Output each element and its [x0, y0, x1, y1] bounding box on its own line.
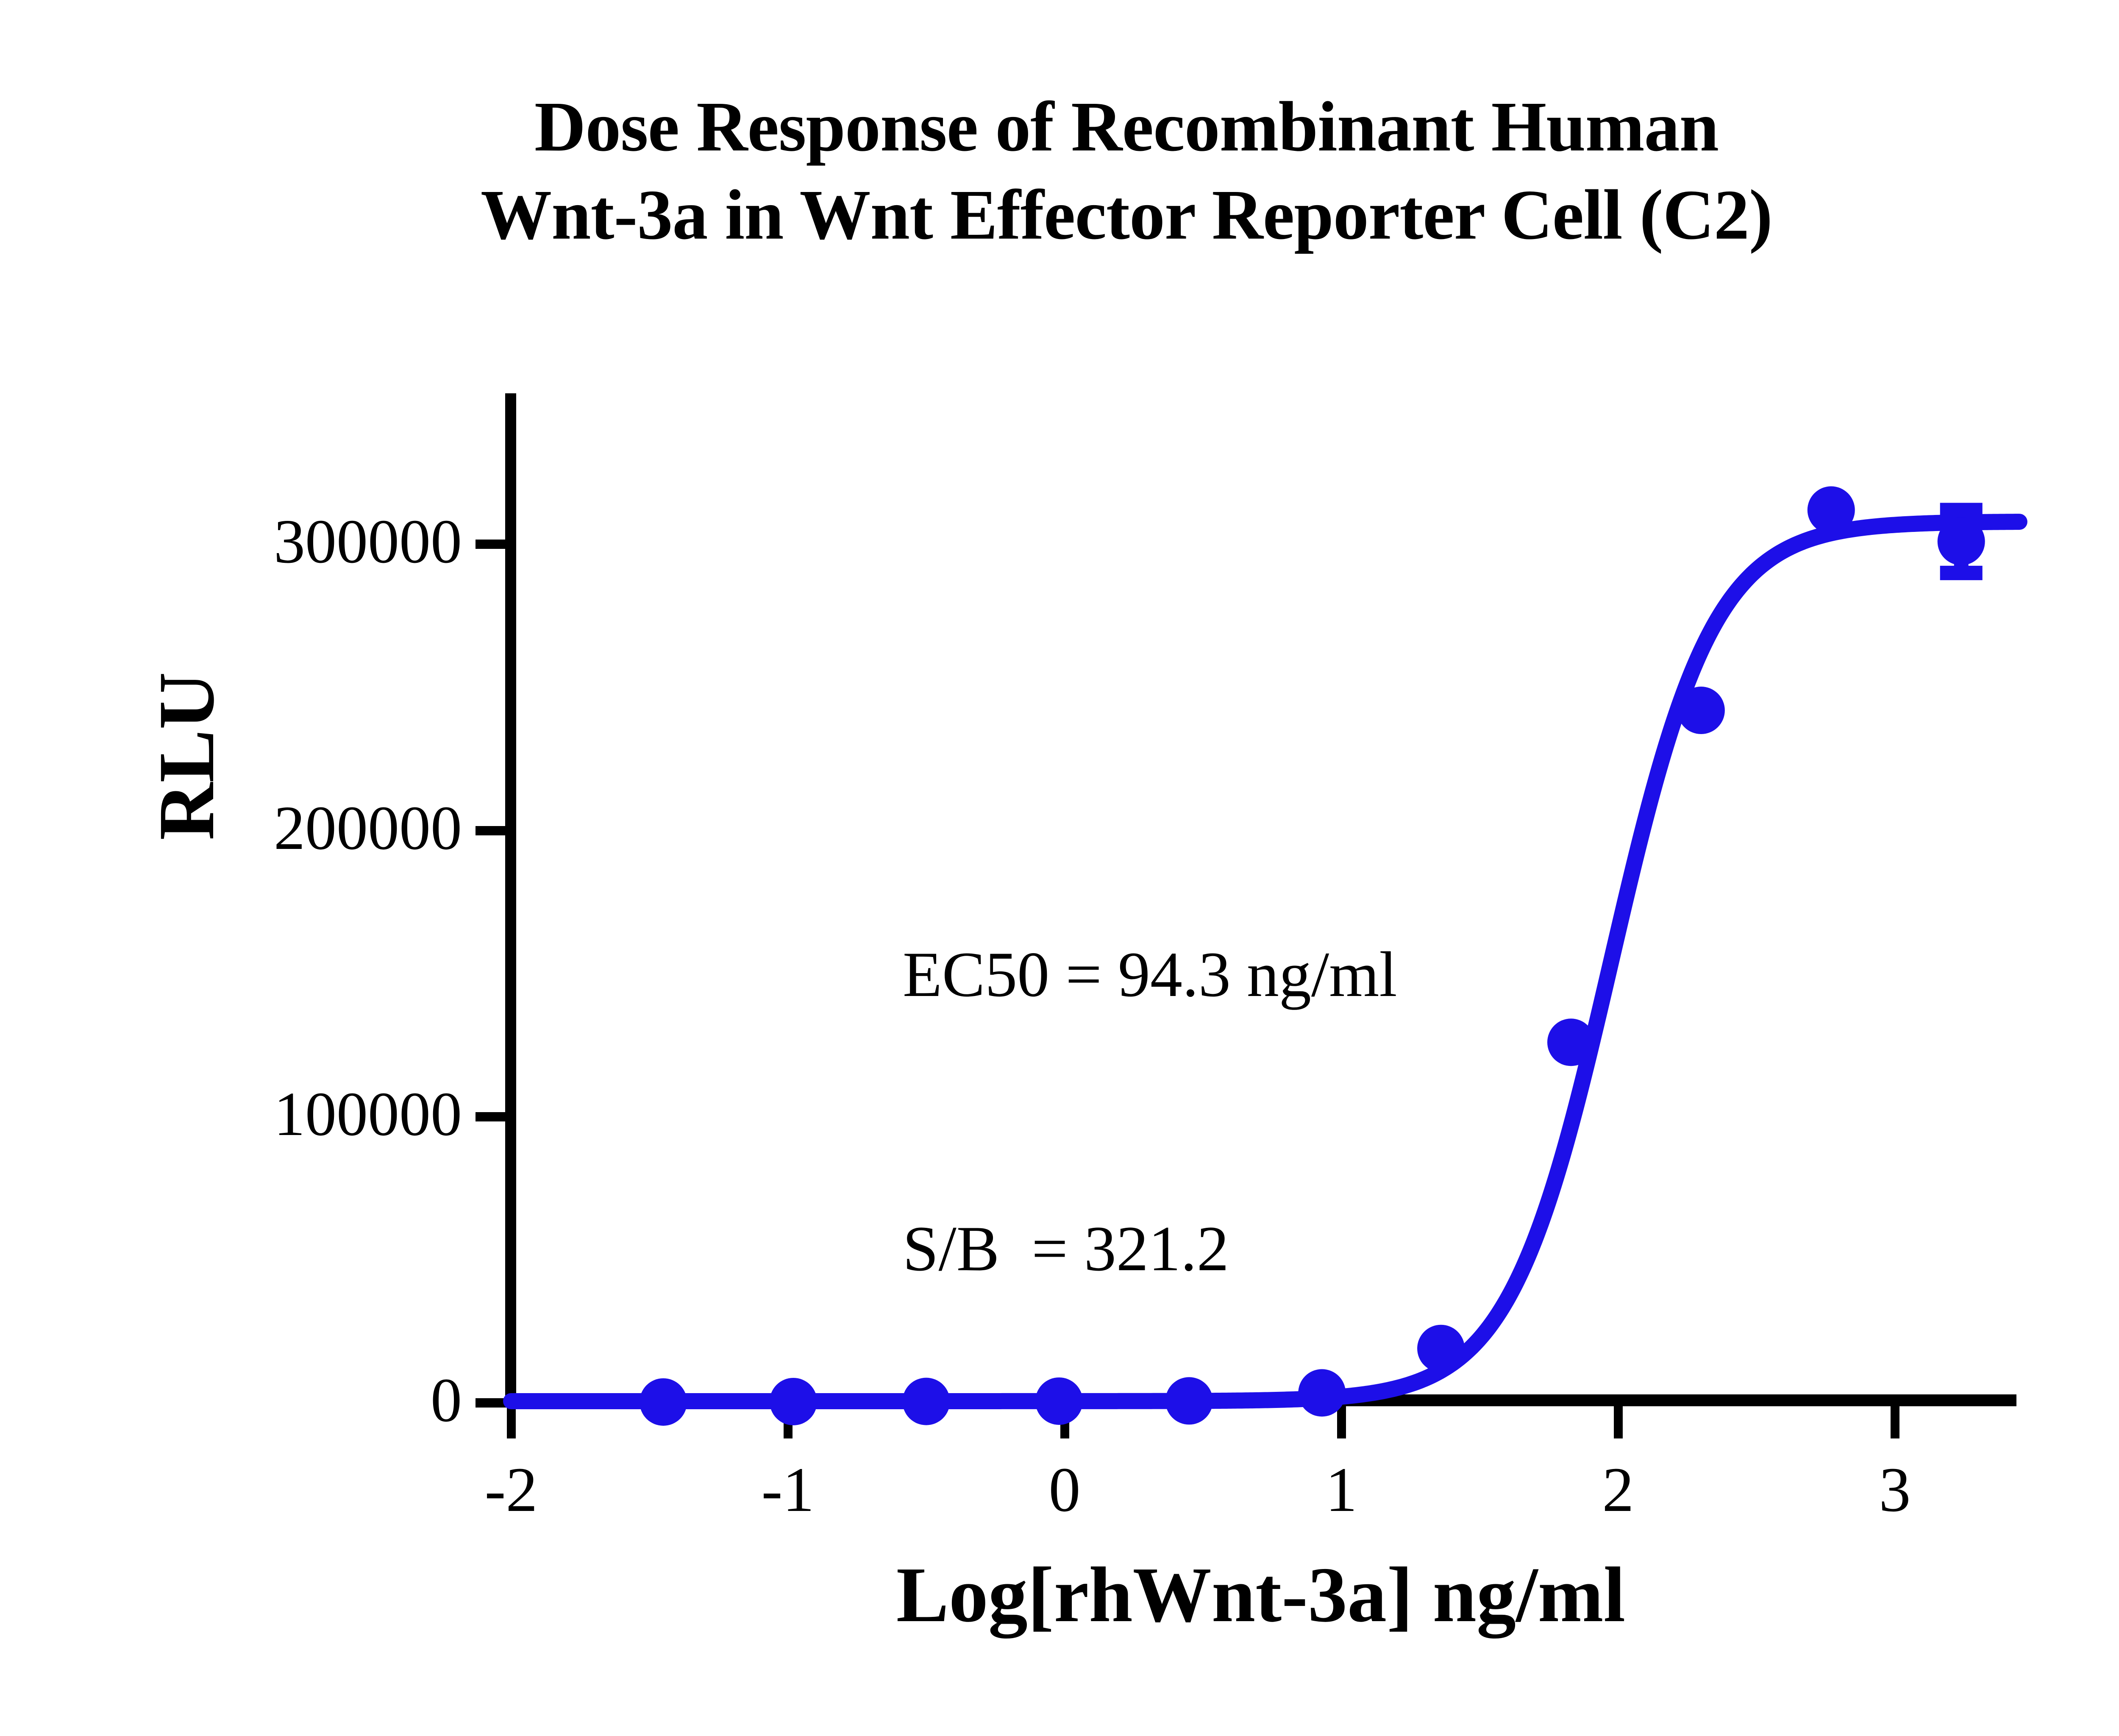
data-point-marker [1547, 1018, 1595, 1066]
x-axis-tick [1614, 1405, 1623, 1438]
error-bar [1940, 503, 1983, 580]
x-axis-tick-label: -2 [484, 1455, 538, 1525]
error-bars [1940, 503, 1983, 580]
y-axis-tick-label: 200000 [274, 793, 462, 863]
x-axis-tick [784, 1405, 793, 1438]
y-axis-tick [476, 826, 507, 835]
y-axis-tick [476, 1398, 507, 1408]
x-axis-tick-label: 0 [1048, 1455, 1081, 1525]
data-point-marker [1417, 1324, 1465, 1372]
x-axis-tick-label: 2 [1602, 1455, 1634, 1525]
page-title: Dose Response of Recombinant Human Wnt-3… [481, 87, 1773, 255]
y-axis-title: RLU [142, 672, 231, 840]
y-axis-tick [476, 540, 507, 549]
x-axis-tick-label: 3 [1879, 1455, 1911, 1525]
y-axis-tick [476, 1112, 507, 1121]
ec50-annotation: EC50 = 94.3 ng/ml [903, 938, 1397, 1010]
signal-to-background-annotation: S/B = 321.2 [903, 1213, 1229, 1285]
annotation-block: EC50 = 94.3 ng/ml S/B = 321.2 [903, 746, 1397, 1478]
data-point-marker [1937, 517, 1985, 565]
data-point-marker [1677, 687, 1725, 734]
x-axis-tick [507, 1405, 516, 1438]
x-axis-tick-label: 1 [1325, 1455, 1357, 1525]
x-axis-tick [1891, 1405, 1899, 1438]
data-point-marker [1807, 486, 1855, 534]
y-axis-tick-label: 0 [431, 1366, 462, 1435]
y-axis-tick-label: 100000 [274, 1079, 462, 1149]
y-axis-tick-label: 300000 [274, 507, 462, 577]
x-axis-title: Log[rhWnt-3a] ng/ml [896, 1551, 1626, 1639]
x-axis-tick-label: -1 [761, 1455, 815, 1525]
